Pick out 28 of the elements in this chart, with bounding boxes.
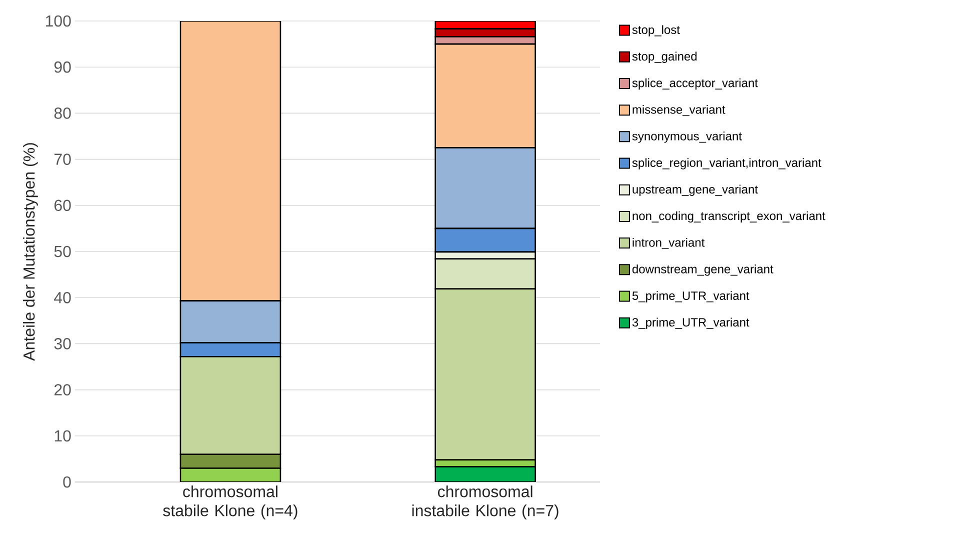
legend-label: downstream_gene_variant: [632, 264, 774, 276]
y-tick-label: 70: [54, 154, 71, 165]
y-tick-label: 100: [46, 15, 71, 27]
legend-label: intron_variant: [632, 238, 705, 250]
y-tick-label: 30: [54, 338, 71, 350]
legend-label: 3_prime_UTR_variant: [632, 318, 750, 329]
legend-label: stop_lost: [632, 25, 680, 36]
y-tick-label: 40: [54, 292, 71, 304]
bar: [180, 20, 282, 302]
legend-label: stop_gained: [632, 52, 697, 63]
y-tick-label: 0: [63, 476, 71, 488]
legend-label: non_coding_transcript_exon_variant: [632, 211, 826, 223]
y-tick-label: 10: [54, 430, 71, 442]
legend-label: splice_acceptor_variant: [632, 78, 758, 90]
y-tick-label: 60: [54, 200, 71, 212]
y-tick-label: 50: [54, 246, 71, 258]
x-tick-label: chromosomal stabile Klone (n=4): [163, 486, 298, 520]
legend-label: 5_prime_UTR_variant: [632, 291, 750, 302]
y-axis-title: Anteile der Mutationstypen (%): [22, 143, 38, 361]
x-tick-label: chromosomal instabile Klone (n=7): [412, 486, 558, 520]
legend-label: synonymous_variant: [632, 132, 742, 143]
legend-label: missense_variant: [632, 104, 726, 116]
bar: [434, 43, 536, 148]
y-tick-label: 80: [54, 108, 71, 119]
legend-label: splice_region_variant,intron_variant: [632, 158, 822, 170]
y-tick-label: 20: [54, 384, 71, 396]
legend-label: upstream_gene_variant: [632, 184, 758, 196]
y-tick-label: 90: [54, 61, 71, 73]
